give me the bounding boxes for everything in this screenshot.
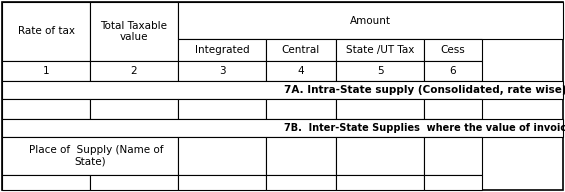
Text: 1: 1: [43, 66, 49, 76]
Bar: [266, 61, 336, 81]
Bar: [2, 137, 178, 175]
Text: 6: 6: [450, 66, 457, 76]
Bar: [90, 99, 178, 119]
Text: Rate of tax: Rate of tax: [18, 26, 75, 36]
Text: 4: 4: [298, 66, 305, 76]
Bar: [2, 81, 563, 99]
Bar: [266, 175, 336, 190]
Text: Amount: Amount: [350, 16, 391, 26]
Text: State /UT Tax: State /UT Tax: [346, 45, 414, 55]
Bar: [178, 99, 266, 119]
Text: 7B.  Inter-State Supplies  where the value of invoice is uptoRs 2.5 Lakh [Rate w: 7B. Inter-State Supplies where the value…: [285, 123, 565, 133]
Bar: [266, 137, 336, 175]
Bar: [266, 99, 336, 119]
Bar: [336, 175, 424, 190]
Bar: [178, 39, 266, 61]
Bar: [336, 99, 424, 119]
Text: 2: 2: [131, 66, 137, 76]
Bar: [336, 137, 424, 175]
Text: 7A. Intra-State supply (Consolidated, rate wise): 7A. Intra-State supply (Consolidated, ra…: [285, 85, 565, 95]
Bar: [2, 119, 563, 137]
Text: 5: 5: [377, 66, 383, 76]
Text: 3: 3: [219, 66, 225, 76]
Bar: [424, 39, 482, 61]
Bar: [2, 2, 90, 61]
Bar: [336, 39, 424, 61]
Bar: [178, 2, 563, 39]
Bar: [2, 61, 90, 81]
Bar: [266, 39, 336, 61]
Text: Central: Central: [282, 45, 320, 55]
Bar: [424, 61, 482, 81]
Text: Total Taxable
value: Total Taxable value: [101, 21, 167, 42]
Bar: [2, 175, 90, 190]
Bar: [424, 99, 482, 119]
Text: Cess: Cess: [441, 45, 466, 55]
Bar: [178, 137, 266, 175]
Bar: [178, 61, 266, 81]
Text: Integrated: Integrated: [195, 45, 249, 55]
Bar: [2, 99, 90, 119]
Text: Place of  Supply (Name of
State): Place of Supply (Name of State): [16, 145, 164, 167]
Bar: [336, 61, 424, 81]
Bar: [424, 137, 482, 175]
Bar: [424, 175, 482, 190]
Bar: [90, 2, 178, 61]
Bar: [90, 175, 178, 190]
Bar: [178, 175, 266, 190]
Bar: [90, 61, 178, 81]
